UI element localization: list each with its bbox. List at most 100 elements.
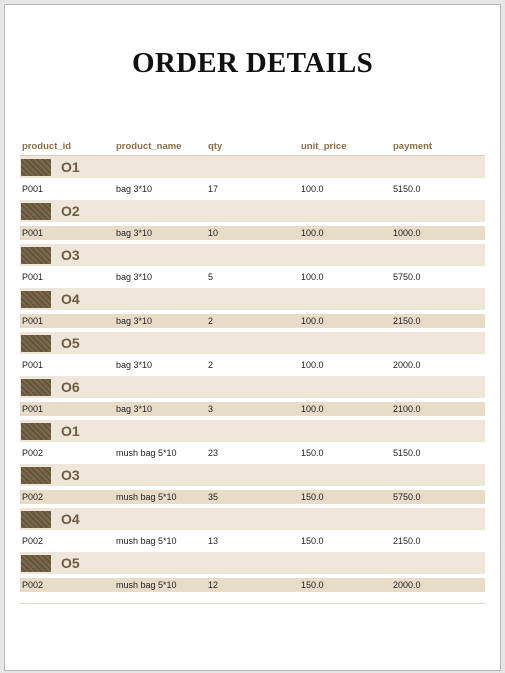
cell-unit-price: 100.0	[301, 272, 324, 282]
table-row: P002 mush bag 5*10 12 150.0 2000.0	[20, 578, 485, 592]
group-label: O1	[61, 423, 80, 439]
group-label: O5	[61, 335, 80, 351]
cell-qty: 13	[208, 536, 219, 546]
cell-payment: 5750.0	[393, 272, 421, 282]
group-header: O5	[20, 552, 485, 574]
table-row: P001 bag 3*10 2 100.0 2150.0	[20, 314, 485, 328]
group-swatch	[21, 423, 51, 440]
cell-unit-price: 100.0	[301, 404, 324, 414]
table-row: P001 bag 3*10 2 100.0 2000.0	[20, 358, 485, 372]
group-label: O1	[61, 159, 80, 175]
group-swatch	[21, 467, 51, 484]
cell-product-name: bag 3*10	[116, 272, 153, 282]
cell-product-name: bag 3*10	[116, 360, 153, 370]
table-row: P002 mush bag 5*10 13 150.0 2150.0	[20, 534, 485, 548]
group-swatch	[21, 159, 51, 176]
cell-unit-price: 100.0	[301, 360, 324, 370]
header-product-name: product_name	[116, 141, 182, 152]
cell-payment: 2000.0	[393, 360, 421, 370]
group-header: O5	[20, 332, 485, 354]
cell-qty: 2	[208, 316, 214, 326]
cell-product-name: bag 3*10	[116, 228, 153, 238]
cell-unit-price: 100.0	[301, 184, 324, 194]
header-payment: payment	[393, 141, 433, 152]
table-row: P002 mush bag 5*10 23 150.0 5150.0	[20, 446, 485, 460]
cell-qty: 2	[208, 360, 214, 370]
cell-product-id: P001	[22, 404, 44, 414]
cell-product-name: bag 3*10	[116, 404, 153, 414]
cell-unit-price: 100.0	[301, 228, 324, 238]
group-label: O4	[61, 511, 80, 527]
group-header: O1	[20, 156, 485, 178]
cell-payment: 2100.0	[393, 404, 421, 414]
group-swatch	[21, 555, 51, 572]
group-label: O3	[61, 467, 80, 483]
table-row: P001 bag 3*10 17 100.0 5150.0	[20, 182, 485, 196]
report-title: ORDER DETAILS	[131, 47, 374, 79]
cell-product-name: mush bag 5*10	[116, 536, 177, 546]
header-unit-price: unit_price	[301, 141, 347, 152]
cell-qty: 3	[208, 404, 214, 414]
group-swatch	[21, 203, 51, 220]
cell-payment: 5150.0	[393, 448, 421, 458]
cell-payment: 1000.0	[393, 228, 421, 238]
cell-unit-price: 100.0	[301, 316, 324, 326]
group-label: O5	[61, 555, 80, 571]
cell-qty: 10	[208, 228, 219, 238]
cell-product-id: P001	[22, 228, 44, 238]
cell-qty: 35	[208, 492, 219, 502]
group-header: O4	[20, 508, 485, 530]
cell-product-id: P001	[22, 272, 44, 282]
report-page: ORDER DETAILS product_id product_name qt…	[4, 4, 501, 671]
group-swatch	[21, 335, 51, 352]
cell-product-id: P002	[22, 448, 44, 458]
cell-product-id: P001	[22, 316, 44, 326]
table-row: P002 mush bag 5*10 35 150.0 5750.0	[20, 490, 485, 504]
header-product-id: product_id	[22, 141, 72, 152]
group-header: O4	[20, 288, 485, 310]
cell-payment: 2000.0	[393, 580, 421, 590]
table-row: P001 bag 3*10 5 100.0 5750.0	[20, 270, 485, 284]
header-qty: qty	[208, 141, 223, 152]
cell-unit-price: 150.0	[301, 448, 324, 458]
cell-payment: 2150.0	[393, 536, 421, 546]
group-swatch	[21, 291, 51, 308]
cell-product-name: mush bag 5*10	[116, 580, 177, 590]
cell-unit-price: 150.0	[301, 536, 324, 546]
table-header: product_id product_name qty unit_price p…	[20, 139, 485, 156]
cell-qty: 5	[208, 272, 214, 282]
group-label: O3	[61, 247, 80, 263]
cell-product-id: P002	[22, 492, 44, 502]
group-label: O6	[61, 379, 80, 395]
group-swatch	[21, 379, 51, 396]
table-bottom-rule	[20, 603, 485, 604]
cell-product-name: bag 3*10	[116, 316, 153, 326]
group-header: O6	[20, 376, 485, 398]
cell-product-name: mush bag 5*10	[116, 492, 177, 502]
group-header: O3	[20, 464, 485, 486]
cell-qty: 17	[208, 184, 219, 194]
cell-payment: 5750.0	[393, 492, 421, 502]
group-header: O2	[20, 200, 485, 222]
cell-product-name: bag 3*10	[116, 184, 153, 194]
group-swatch	[21, 511, 51, 528]
cell-payment: 5150.0	[393, 184, 421, 194]
group-header: O1	[20, 420, 485, 442]
cell-product-id: P001	[22, 360, 44, 370]
group-header: O3	[20, 244, 485, 266]
cell-payment: 2150.0	[393, 316, 421, 326]
group-label: O4	[61, 291, 80, 307]
table-body: O1 P001 bag 3*10 17 100.0 5150.0 O2 P001 bag 3*1…	[20, 156, 485, 604]
cell-product-id: P002	[22, 580, 44, 590]
group-label: O2	[61, 203, 80, 219]
cell-product-id: P001	[22, 184, 44, 194]
group-swatch	[21, 247, 51, 264]
table-row: P001 bag 3*10 3 100.0 2100.0	[20, 402, 485, 416]
cell-product-name: mush bag 5*10	[116, 448, 177, 458]
table-row: P001 bag 3*10 10 100.0 1000.0	[20, 226, 485, 240]
cell-product-id: P002	[22, 536, 44, 546]
cell-unit-price: 150.0	[301, 492, 324, 502]
cell-unit-price: 150.0	[301, 580, 324, 590]
cell-qty: 12	[208, 580, 219, 590]
cell-qty: 23	[208, 448, 219, 458]
